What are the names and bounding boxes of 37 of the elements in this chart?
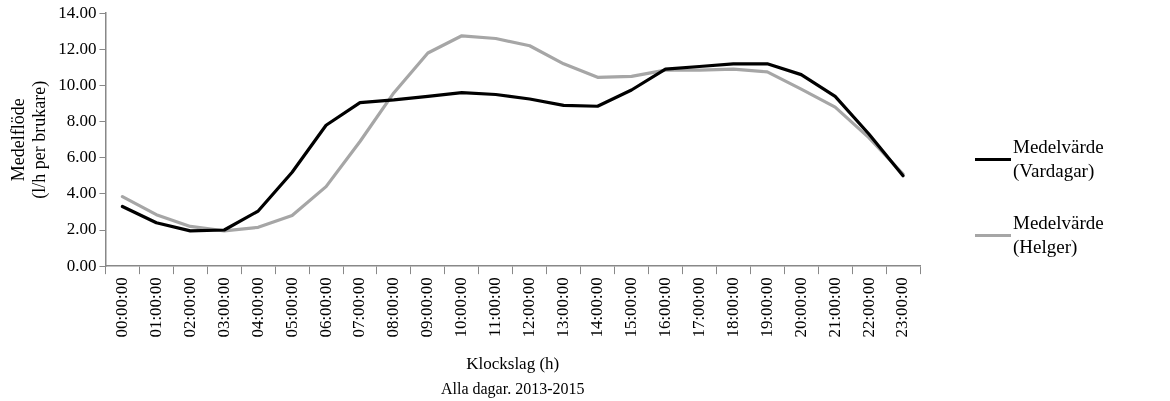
x-tick-label: 09:00:00 <box>417 277 437 338</box>
x-tick-label: 05:00:00 <box>281 277 301 338</box>
text: Alla dagar. 2013-2015 <box>440 380 585 399</box>
legend-label: Medelvärde (Helger) <box>1013 211 1104 259</box>
y-tick-label: 12.00 <box>58 38 97 58</box>
x-tick-label: 22:00:00 <box>858 277 878 338</box>
x-tick-label: 02:00:00 <box>179 277 199 338</box>
legend-label: Medelvärde (Vardagar) <box>1013 135 1104 183</box>
x-tick-label: 17:00:00 <box>688 277 708 338</box>
x-tick-label: 21:00:00 <box>824 277 844 338</box>
x-tick-label: 13:00:00 <box>553 277 573 338</box>
x-axis-title: Klockslag (h) <box>466 354 560 374</box>
x-tick-label: 16:00:00 <box>654 277 674 338</box>
x-tick-label: 23:00:00 <box>892 277 912 338</box>
y-tick-label: 10.00 <box>58 74 97 94</box>
x-tick-label: 11:00:00 <box>485 277 505 337</box>
y-tick-label: 8.00 <box>66 111 97 131</box>
x-tick-label: 20:00:00 <box>790 277 810 338</box>
x-tick-label: 18:00:00 <box>722 277 742 338</box>
x-tick-label: 01:00:00 <box>145 277 165 338</box>
x-tick-label: 10:00:00 <box>451 277 471 338</box>
x-tick-label: 07:00:00 <box>349 277 369 338</box>
x-tick-label: 04:00:00 <box>247 277 267 338</box>
x-tick-label: 14:00:00 <box>587 277 607 338</box>
y-tick-label: 14.00 <box>58 2 97 22</box>
x-tick-label: 03:00:00 <box>213 277 233 338</box>
y-tick-label: 6.00 <box>66 147 97 167</box>
y-tick-label: 4.00 <box>66 183 97 203</box>
x-tick-label: 12:00:00 <box>519 277 539 338</box>
x-tick-label: 15:00:00 <box>620 277 640 338</box>
x-tick-label: 08:00:00 <box>383 277 403 338</box>
x-tick-label: 00:00:00 <box>111 277 131 338</box>
y-axis-title: Medelflöde (l/h per brukare) <box>7 80 51 199</box>
y-tick-label: 2.00 <box>66 219 97 239</box>
x-tick-label: 19:00:00 <box>756 277 776 338</box>
x-tick-label: 06:00:00 <box>315 277 335 338</box>
y-tick-label: 0.00 <box>66 255 97 275</box>
